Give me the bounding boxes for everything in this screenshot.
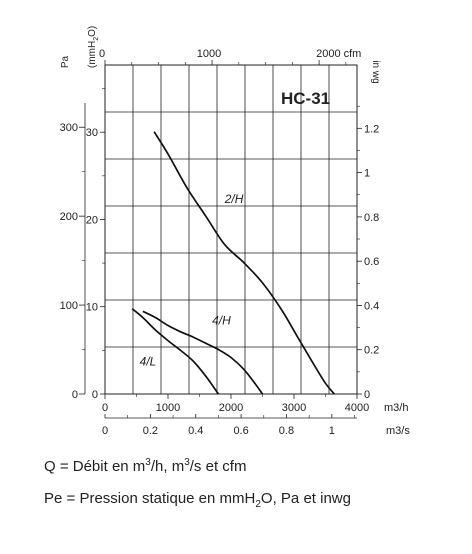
mmh2o-tick-label: 10 [86, 302, 98, 314]
inwg-tick-label: 0 [364, 389, 370, 401]
m3s-tick-label: 0.4 [188, 425, 203, 437]
flow-caption-sup: 3 [145, 457, 151, 468]
mmh2o-tick-label: 0 [92, 389, 98, 401]
pressure-caption-prefix: Pe = Pression statique en mmH [44, 490, 256, 507]
series-label-2-h: 2/H [224, 192, 244, 206]
m3h-tick-label: 4000 [345, 402, 369, 414]
flow-caption-suffix: /s et cfm [189, 458, 247, 475]
curves [131, 131, 335, 395]
m3s-tick-label: 0 [102, 425, 108, 437]
inwg-tick-label: 0.4 [364, 300, 379, 312]
plot-frame [104, 64, 358, 395]
pressure-caption-sub: 2 [255, 499, 261, 510]
inwg-tick-label: 0.2 [364, 345, 379, 357]
pressure-caption: Pe = Pression statique en mmH2O, Pa et i… [44, 490, 351, 510]
labels: HC-31 2/H 4/H 4/L [140, 89, 330, 369]
pressure-caption-suffix: O, Pa et inwg [260, 490, 351, 507]
series-curve-4-h [142, 310, 264, 395]
flow-caption-sup2: 3 [184, 457, 190, 468]
chart-title: HC-31 [281, 89, 330, 108]
pa-tick-label: 100 [60, 300, 78, 312]
inwg-tick-label: 0.6 [364, 256, 379, 268]
m3s-tick-label: 0.2 [143, 425, 158, 437]
inwg-tick-label: 1.2 [364, 123, 379, 135]
pa-tick-label: 300 [60, 122, 78, 134]
pa-axis-label: Pa [60, 55, 71, 68]
flow-caption-mid: /h, m [150, 458, 185, 475]
cfm-tick-label: 1000 [197, 48, 221, 60]
inwg-axis-label: in wg [370, 60, 381, 83]
m3h-tick-label: 2000 [219, 402, 243, 414]
flow-caption-prefix: Q = Débit en m [44, 458, 146, 475]
series-curve-4-l [131, 307, 220, 395]
grid [104, 64, 358, 395]
flow-caption: Q = Débit en m3/h, m3/s et cfm [44, 457, 247, 475]
m3h-tick-label: 3000 [282, 402, 306, 414]
pa-tick-label: 200 [60, 211, 78, 223]
inwg-tick-label: 1 [364, 168, 370, 180]
cfm-tick-label: 0 [99, 48, 105, 60]
m3s-tick-label: 0.8 [279, 425, 294, 437]
series-label-4-l: 4/L [140, 355, 157, 369]
m3h-axis-label: m3/h [384, 402, 408, 414]
m3s-tick-label: 1 [329, 425, 335, 437]
m3h-tick-label: 1000 [156, 402, 180, 414]
inwg-tick-label: 0.8 [364, 212, 379, 224]
series-label-4-h: 4/H [212, 314, 231, 328]
mmh2o-tick-label: 30 [86, 127, 98, 139]
m3s-axis-label: m3/s [386, 425, 410, 437]
m3h-tick-label: 0 [102, 402, 108, 414]
series-curve-2-h [153, 131, 335, 395]
mmh2o-tick-label: 20 [86, 214, 98, 226]
cfm-tick-label: 2000 cfm [316, 48, 361, 60]
pa-tick-label: 0 [72, 389, 78, 401]
mmh2o-axis-label: (mmH2O) [87, 26, 100, 68]
m3s-tick-label: 0.6 [233, 425, 248, 437]
